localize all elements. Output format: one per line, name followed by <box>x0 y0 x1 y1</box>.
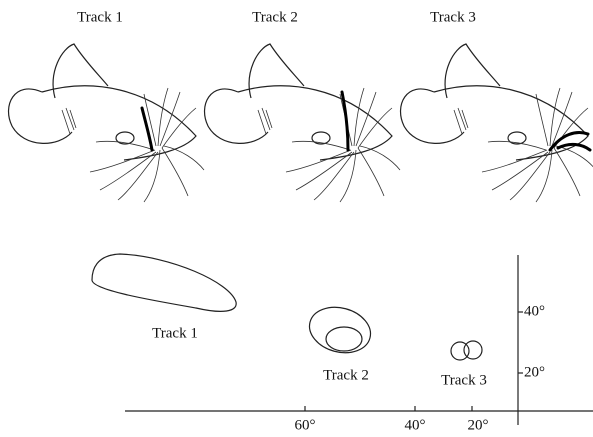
field-track-3-b <box>464 341 482 359</box>
field-label: Track 3 <box>441 372 487 388</box>
top-label: Track 3 <box>430 9 476 25</box>
field-track-1 <box>92 254 236 311</box>
y-tick-label: 20° <box>524 364 545 380</box>
x-tick-label: 60° <box>295 417 316 433</box>
y-tick-label: 40° <box>524 303 545 319</box>
field-label: Track 2 <box>323 367 369 383</box>
head-track-2 <box>205 44 400 202</box>
head-track-3 <box>401 44 593 202</box>
x-tick-label: 40° <box>405 417 426 433</box>
receptive-fields <box>92 254 482 360</box>
head-track-1 <box>9 44 204 202</box>
top-label: Track 1 <box>77 9 123 25</box>
field-track-2-inner <box>326 327 362 351</box>
field-label: Track 1 <box>152 325 198 341</box>
top-label: Track 2 <box>252 9 298 25</box>
figure: Track 1 Track 2 Track 3 60° 40° 20° 40° … <box>0 0 593 437</box>
heads <box>9 44 593 202</box>
x-tick-label: 20° <box>468 417 489 433</box>
